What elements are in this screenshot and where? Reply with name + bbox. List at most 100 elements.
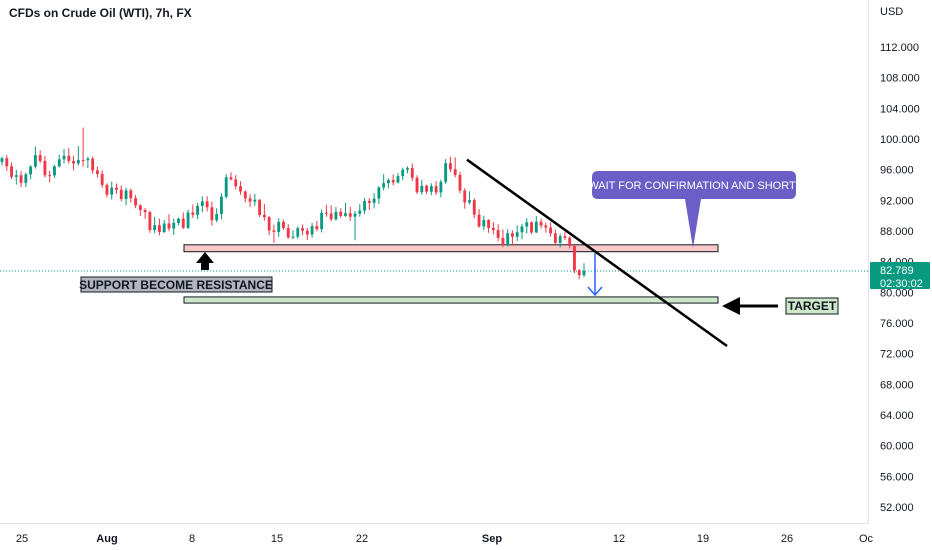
- candle-body: [229, 177, 233, 180]
- candle-body: [167, 223, 171, 229]
- candle-body: [33, 155, 37, 167]
- candle-body: [239, 186, 242, 192]
- candle-body: [305, 230, 309, 235]
- candle-body: [324, 212, 328, 214]
- candle-body: [539, 221, 543, 226]
- candle-body: [563, 236, 567, 238]
- candle-body: [496, 230, 500, 238]
- x-tick-label: 15: [271, 533, 283, 545]
- y-tick-label: 112.000: [880, 42, 919, 54]
- candle-body: [468, 200, 471, 203]
- candle-body: [72, 160, 75, 164]
- y-tick-label: 104.000: [880, 103, 920, 115]
- candle-body: [573, 245, 576, 271]
- y-tick-label: 80.000: [880, 287, 914, 299]
- candle-body: [372, 198, 376, 203]
- candle-body: [76, 159, 80, 164]
- y-tick-label: 100.000: [880, 134, 920, 146]
- candle-body: [406, 168, 409, 170]
- candle-body: [515, 232, 519, 237]
- candle-body: [463, 190, 467, 203]
- candle-body: [286, 228, 290, 238]
- candle-body: [291, 236, 295, 238]
- candle-body: [310, 226, 314, 235]
- time-axis[interactable]: 25 Aug 8 15 22 Sep 12 19 26 Oc: [16, 533, 874, 545]
- candle-body: [67, 155, 71, 161]
- candle-body: [444, 163, 448, 182]
- candle-body: [353, 213, 357, 217]
- x-tick-label: Oc: [859, 533, 874, 545]
- candle-body: [367, 200, 371, 203]
- candle-body: [448, 163, 452, 170]
- callout-text: WAIT FOR CONFIRMATION AND SHORT: [588, 180, 796, 192]
- y-tick-label: 64.000: [880, 410, 914, 422]
- current-price-value: 82.789: [880, 265, 914, 277]
- candle-body: [186, 212, 190, 228]
- chart-title: CFDs on Crude Oil (WTI), 7h, FX: [9, 6, 192, 20]
- candle-body: [100, 173, 104, 185]
- trendline[interactable]: [466, 158, 728, 348]
- candle-body: [315, 226, 319, 230]
- candle-body: [248, 198, 252, 202]
- resistance-zone[interactable]: [183, 244, 719, 253]
- candle-body: [429, 186, 433, 192]
- candle-body: [472, 200, 476, 215]
- candle-body: [501, 237, 505, 246]
- target-zone[interactable]: [183, 296, 719, 304]
- candle-body: [124, 190, 128, 199]
- candle-body: [487, 219, 491, 228]
- left-arrow-icon[interactable]: [722, 297, 778, 315]
- candle-body: [143, 210, 147, 213]
- candle-body: [511, 233, 514, 237]
- target-label-box[interactable]: TARGET: [785, 297, 839, 315]
- candle-body: [48, 175, 52, 177]
- candle-body: [210, 207, 214, 221]
- candle-body: [129, 190, 133, 199]
- callout-box[interactable]: WAIT FOR CONFIRMATION AND SHORT: [588, 171, 796, 248]
- currency-label: USD: [880, 6, 903, 18]
- x-tick-label: 26: [781, 533, 793, 545]
- up-arrow-icon[interactable]: [196, 252, 214, 270]
- candle-body: [38, 155, 42, 161]
- y-tick-label: 92.000: [880, 195, 914, 207]
- candle-body: [415, 177, 419, 193]
- candle-body: [410, 168, 414, 178]
- candle-body: [43, 160, 47, 176]
- projection-arrow-icon[interactable]: [587, 253, 603, 297]
- candle-body: [577, 270, 581, 276]
- x-tick-label: 19: [697, 533, 709, 545]
- candle-body: [115, 187, 118, 190]
- candle-body: [339, 211, 343, 216]
- candle-body: [334, 211, 338, 220]
- candle-body: [177, 218, 180, 223]
- candle-body: [134, 198, 138, 206]
- candle-body: [215, 213, 219, 221]
- support-label-box[interactable]: SUPPORT BECOME RESISTANCE: [79, 276, 273, 293]
- candle-body: [491, 227, 495, 231]
- candle-body: [24, 174, 28, 183]
- candle-body: [5, 158, 9, 167]
- candle-body: [157, 225, 161, 232]
- candle-body: [420, 185, 424, 193]
- candle-body: [320, 212, 324, 230]
- candle-body: [86, 158, 90, 161]
- candle-body: [544, 225, 548, 228]
- x-tick-label: 12: [613, 533, 625, 545]
- candle-body: [253, 199, 257, 202]
- candle-body: [105, 184, 109, 195]
- candle-body: [14, 175, 18, 177]
- x-tick-label: 22: [356, 533, 368, 545]
- candle-body: [181, 218, 185, 228]
- x-tick-label: Aug: [96, 533, 117, 545]
- y-tick-label: 96.000: [880, 165, 914, 177]
- candle-body: [568, 237, 572, 246]
- candle-body: [262, 214, 266, 218]
- candle-body: [348, 213, 352, 217]
- candle-body: [205, 201, 209, 208]
- y-tick-label: 52.000: [880, 502, 914, 514]
- y-tick-label: 72.000: [880, 349, 914, 361]
- candle-body: [525, 222, 529, 227]
- candle-body: [10, 166, 13, 177]
- candle-body: [220, 196, 223, 214]
- candle-body: [391, 180, 395, 183]
